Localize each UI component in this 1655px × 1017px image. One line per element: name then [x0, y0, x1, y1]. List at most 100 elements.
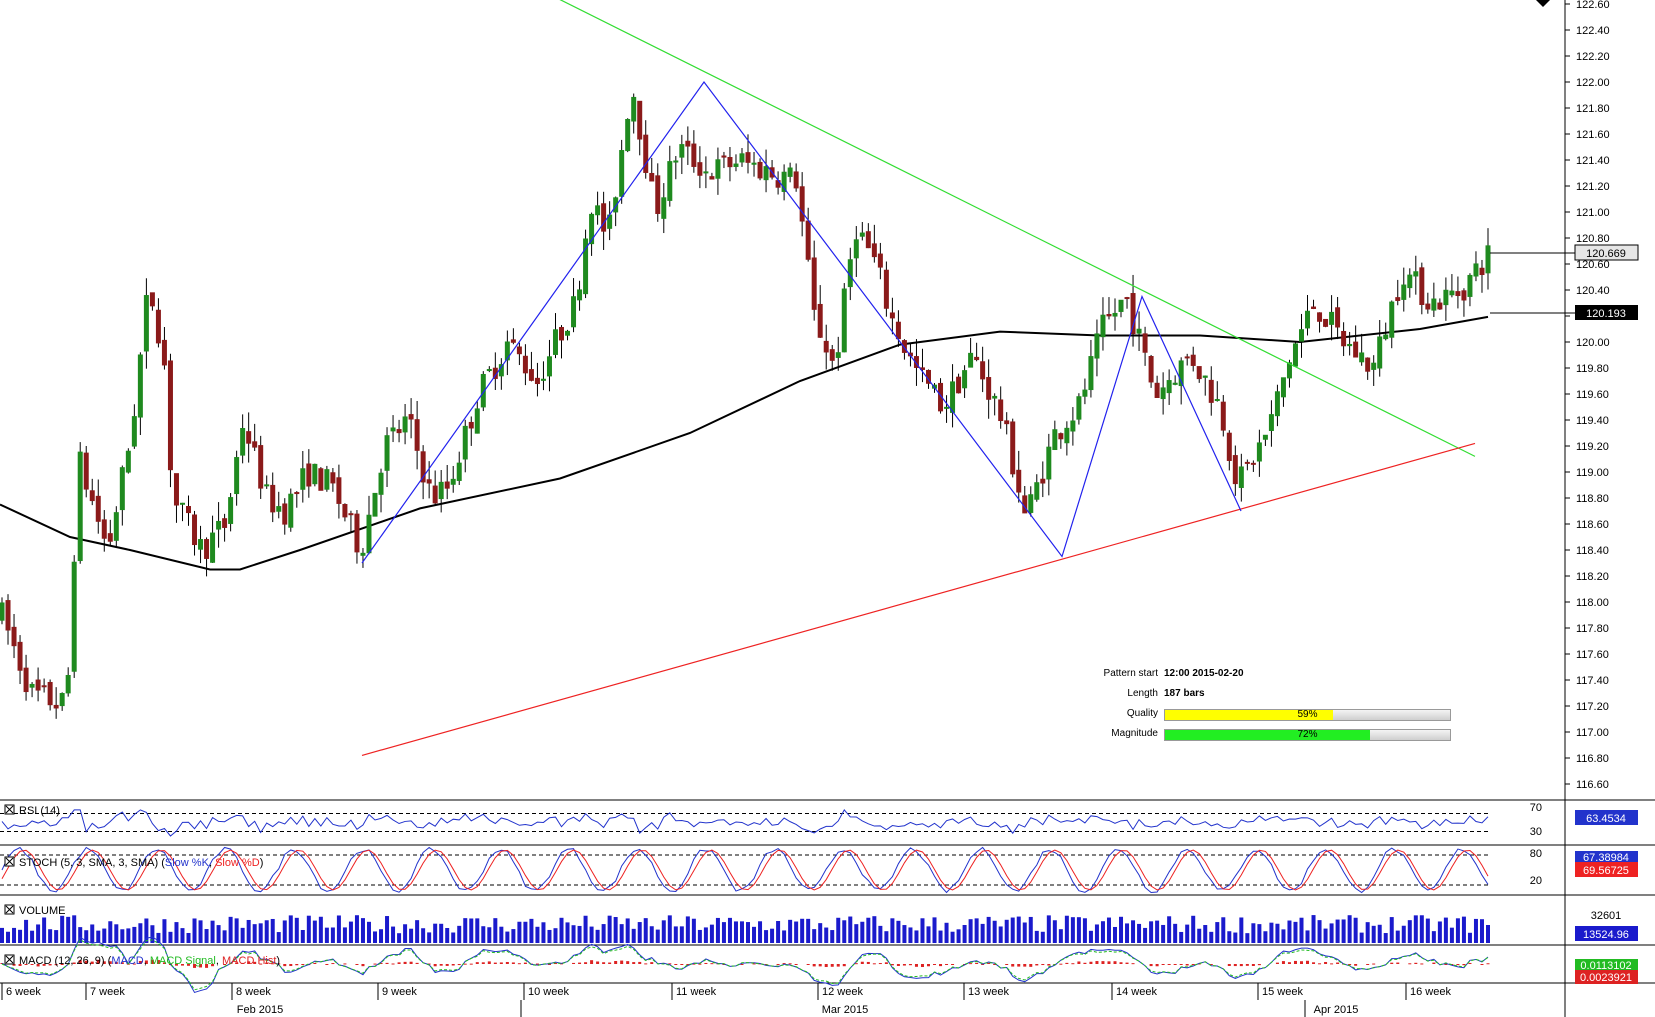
- volume-bar: [505, 931, 510, 943]
- candle-body: [534, 377, 540, 385]
- candle-body: [1118, 299, 1124, 312]
- week-label: 8 week: [236, 986, 271, 998]
- volume-bar: [1191, 915, 1196, 943]
- macd-hist-bar: [1257, 964, 1261, 966]
- candle-body: [342, 503, 348, 518]
- candle-body: [1034, 482, 1040, 500]
- volume-bar: [1221, 917, 1226, 943]
- volume-bar: [1257, 924, 1262, 943]
- candle-body: [222, 518, 228, 528]
- volume-bar: [348, 921, 353, 943]
- candle-body: [823, 340, 829, 353]
- macd-hist-bar: [415, 962, 419, 964]
- macd-hist-bar: [174, 964, 178, 966]
- volume-bar: [631, 928, 636, 943]
- macd-hist-bar: [211, 964, 215, 967]
- volume-bar: [547, 929, 552, 943]
- volume-bar: [180, 928, 185, 943]
- candle-body: [65, 674, 71, 694]
- volume-bar: [920, 918, 925, 943]
- macd-hist-bar: [235, 962, 239, 964]
- rsi-level-hi: 70: [1530, 802, 1542, 814]
- magnitude-bar-fill: [1165, 730, 1371, 740]
- volume-bar: [884, 931, 889, 943]
- volume-bar: [1449, 927, 1454, 943]
- macd-hist-bar: [511, 962, 515, 964]
- macd-hist-bar: [1113, 961, 1117, 964]
- candle-body: [234, 457, 240, 495]
- candle-body: [1196, 366, 1202, 380]
- macd-hist-bar: [48, 964, 52, 966]
- candle-body: [378, 472, 384, 495]
- volume-bar: [1149, 921, 1154, 943]
- pattern-length-label: Length: [1127, 688, 1158, 699]
- candle-body: [119, 467, 125, 511]
- candle-body: [480, 373, 486, 408]
- trendlines: [361, 0, 1476, 756]
- price-tick-label: 118.00: [1576, 597, 1609, 609]
- volume-bar: [156, 932, 161, 943]
- candle-body: [559, 327, 565, 341]
- volume-bar: [758, 921, 763, 943]
- volume-bar: [697, 929, 702, 943]
- macd-hist-bar: [590, 960, 594, 964]
- price-tick-label: 120.40: [1576, 285, 1610, 297]
- macd-hist-bar: [692, 963, 696, 965]
- candle-body: [661, 197, 667, 219]
- volume-bar: [625, 918, 630, 943]
- candle-body: [41, 685, 47, 688]
- candle-body: [691, 143, 697, 167]
- macd-hist-bar: [1119, 962, 1123, 964]
- macd-hist-bar: [102, 961, 106, 964]
- stoch-k-line: [1, 846, 1489, 894]
- volume-bar: [746, 922, 751, 943]
- macd-hist-bar: [969, 963, 973, 965]
- macd-hist-bar: [1209, 964, 1213, 965]
- candle-body: [143, 295, 149, 352]
- price-tick-label: 121.40: [1576, 155, 1610, 167]
- candle-body: [1046, 446, 1052, 480]
- candle-body: [1485, 245, 1491, 274]
- candle-body: [901, 340, 907, 353]
- volume-bar: [661, 920, 666, 943]
- macd-hist-bar: [120, 962, 124, 964]
- macd-hist-bar: [1185, 964, 1189, 966]
- macd-hist-bar: [156, 960, 160, 964]
- candle-body: [1467, 274, 1473, 297]
- macd-hist-bar: [1324, 961, 1328, 964]
- volume-bar: [529, 918, 534, 943]
- resistance-line: [559, 0, 1476, 457]
- magnitude-value: 72%: [1297, 729, 1318, 740]
- macd-hist-bar: [96, 959, 100, 964]
- candle-body: [667, 161, 673, 201]
- stoch-d-value: 69.56725: [1583, 865, 1629, 877]
- volume-bar: [6, 931, 11, 943]
- candle-body: [1130, 293, 1136, 335]
- candle-body: [198, 539, 204, 550]
- chevron-down-icon[interactable]: [1536, 0, 1550, 7]
- volume-bar: [54, 930, 59, 943]
- volume-bar: [637, 922, 642, 943]
- candle-body: [35, 679, 41, 691]
- candle-body: [11, 626, 17, 647]
- volume-bar: [1293, 921, 1298, 943]
- volume-bar: [679, 926, 684, 943]
- macd-hist-bar: [668, 963, 672, 965]
- week-label: 16 week: [1410, 986, 1451, 998]
- candle-body: [1166, 380, 1172, 394]
- candle-body: [360, 552, 366, 556]
- price-tick-label: 117.20: [1576, 701, 1609, 713]
- volume-bar: [475, 918, 480, 943]
- candle-body: [1455, 291, 1461, 297]
- volume-bar: [162, 919, 167, 943]
- candle-body: [456, 462, 462, 481]
- macd-hist-bar: [945, 964, 949, 965]
- candle-body: [366, 514, 372, 554]
- price-tick-label: 118.40: [1576, 545, 1609, 557]
- candle-body: [1040, 478, 1046, 484]
- macd-hist-bar: [1041, 964, 1045, 966]
- month-label: Feb 2015: [237, 1004, 283, 1016]
- price-tick-label: 117.80: [1576, 623, 1609, 635]
- support-line: [361, 442, 1476, 756]
- candle-body: [1148, 356, 1154, 383]
